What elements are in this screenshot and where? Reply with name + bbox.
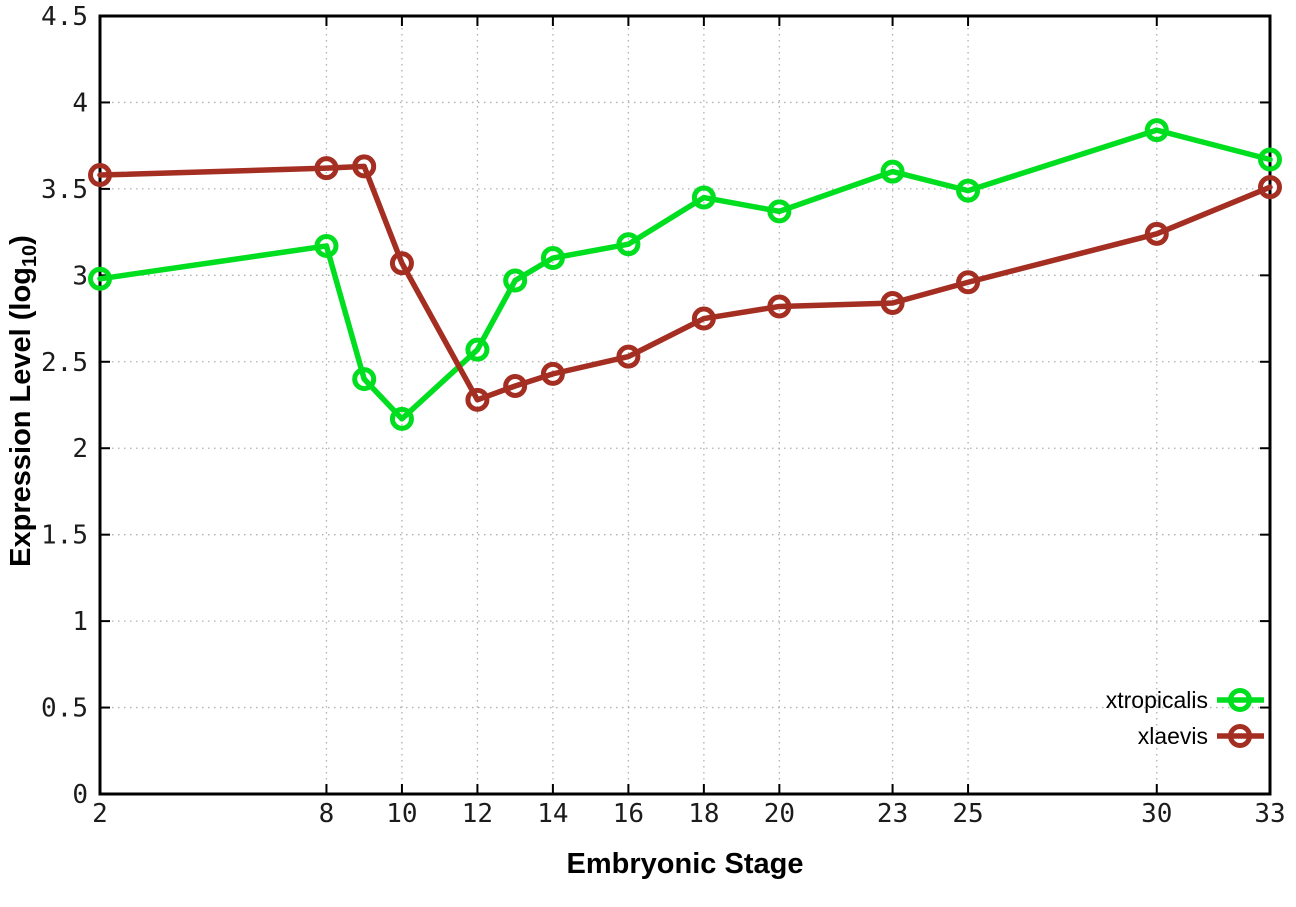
data-point-xtropicalis — [616, 232, 641, 257]
x-tick-label: 10 — [386, 799, 417, 829]
data-point-xlaevis — [314, 156, 339, 181]
data-point-xlaevis — [389, 251, 414, 276]
data-point-xtropicalis — [1144, 118, 1169, 143]
series-line-xtropicalis — [97, 127, 1273, 422]
data-point-xtropicalis — [880, 159, 905, 184]
y-tick-label: 3 — [72, 261, 88, 291]
legend-marker-xlaevis — [1228, 724, 1252, 748]
data-point-xlaevis — [1144, 221, 1169, 246]
data-point-xtropicalis — [956, 178, 981, 203]
data-point-xlaevis — [956, 270, 981, 295]
x-tick-label: 2 — [92, 799, 108, 829]
y-axis-title-subscript: 10 — [19, 244, 41, 268]
data-point-xtropicalis — [691, 185, 716, 210]
y-tick-label: 2.5 — [41, 348, 88, 378]
x-tick-label: 20 — [764, 799, 795, 829]
data-point-xlaevis — [465, 387, 490, 412]
data-point-xlaevis — [503, 373, 528, 398]
legend-label-xtropicalis: xtropicalis — [1106, 687, 1208, 713]
y-tick-label: 4 — [72, 88, 88, 118]
data-point-xlaevis — [616, 344, 641, 369]
data-point-xlaevis — [880, 290, 905, 315]
data-point-xlaevis — [691, 306, 716, 331]
y-axis-title: Expression Level (log10) — [2, 101, 41, 701]
x-tick-label: 18 — [688, 799, 719, 829]
x-tick-label: 12 — [462, 799, 493, 829]
x-tick-label: 25 — [952, 799, 983, 829]
data-point-xlaevis — [352, 154, 377, 179]
x-tick-label: 30 — [1141, 799, 1172, 829]
y-axis-title-text: Expression Level (log — [5, 267, 37, 567]
data-point-xlaevis — [1258, 175, 1282, 200]
x-tick-label: 8 — [319, 799, 335, 829]
plot-border — [98, 14, 1272, 796]
y-tick-label: 1 — [72, 607, 88, 637]
y-tick-label: 0 — [72, 780, 88, 810]
x-tick-label: 23 — [877, 799, 908, 829]
data-point-xtropicalis — [352, 367, 377, 392]
y-axis-title-suffix: ) — [5, 235, 37, 245]
data-point-xtropicalis — [88, 266, 112, 291]
data-point-xtropicalis — [503, 268, 528, 293]
data-point-xtropicalis — [389, 406, 414, 431]
y-tick-label: 3.5 — [41, 175, 88, 205]
data-point-xtropicalis — [465, 337, 490, 362]
x-tick-label: 33 — [1254, 799, 1285, 829]
x-tick-label: 14 — [537, 799, 568, 829]
data-point-xtropicalis — [314, 233, 339, 258]
data-point-xtropicalis — [767, 199, 792, 224]
legend-marker-xtropicalis — [1228, 688, 1252, 712]
y-tick-label: 0.5 — [41, 694, 88, 724]
y-tick-label: 4.5 — [41, 2, 88, 32]
y-tick-label: 2 — [72, 434, 88, 464]
data-point-xlaevis — [540, 361, 565, 386]
data-point-xlaevis — [767, 294, 792, 319]
data-point-xtropicalis — [1258, 147, 1282, 172]
data-point-xlaevis — [88, 163, 112, 188]
y-tick-label: 1.5 — [41, 521, 88, 551]
x-axis-title: Embryonic Stage — [566, 848, 804, 880]
series-line-xlaevis — [97, 163, 1273, 403]
data-point-xtropicalis — [540, 246, 565, 271]
x-tick-label: 16 — [613, 799, 644, 829]
legend-label-xlaevis: xlaevis — [1138, 723, 1208, 749]
